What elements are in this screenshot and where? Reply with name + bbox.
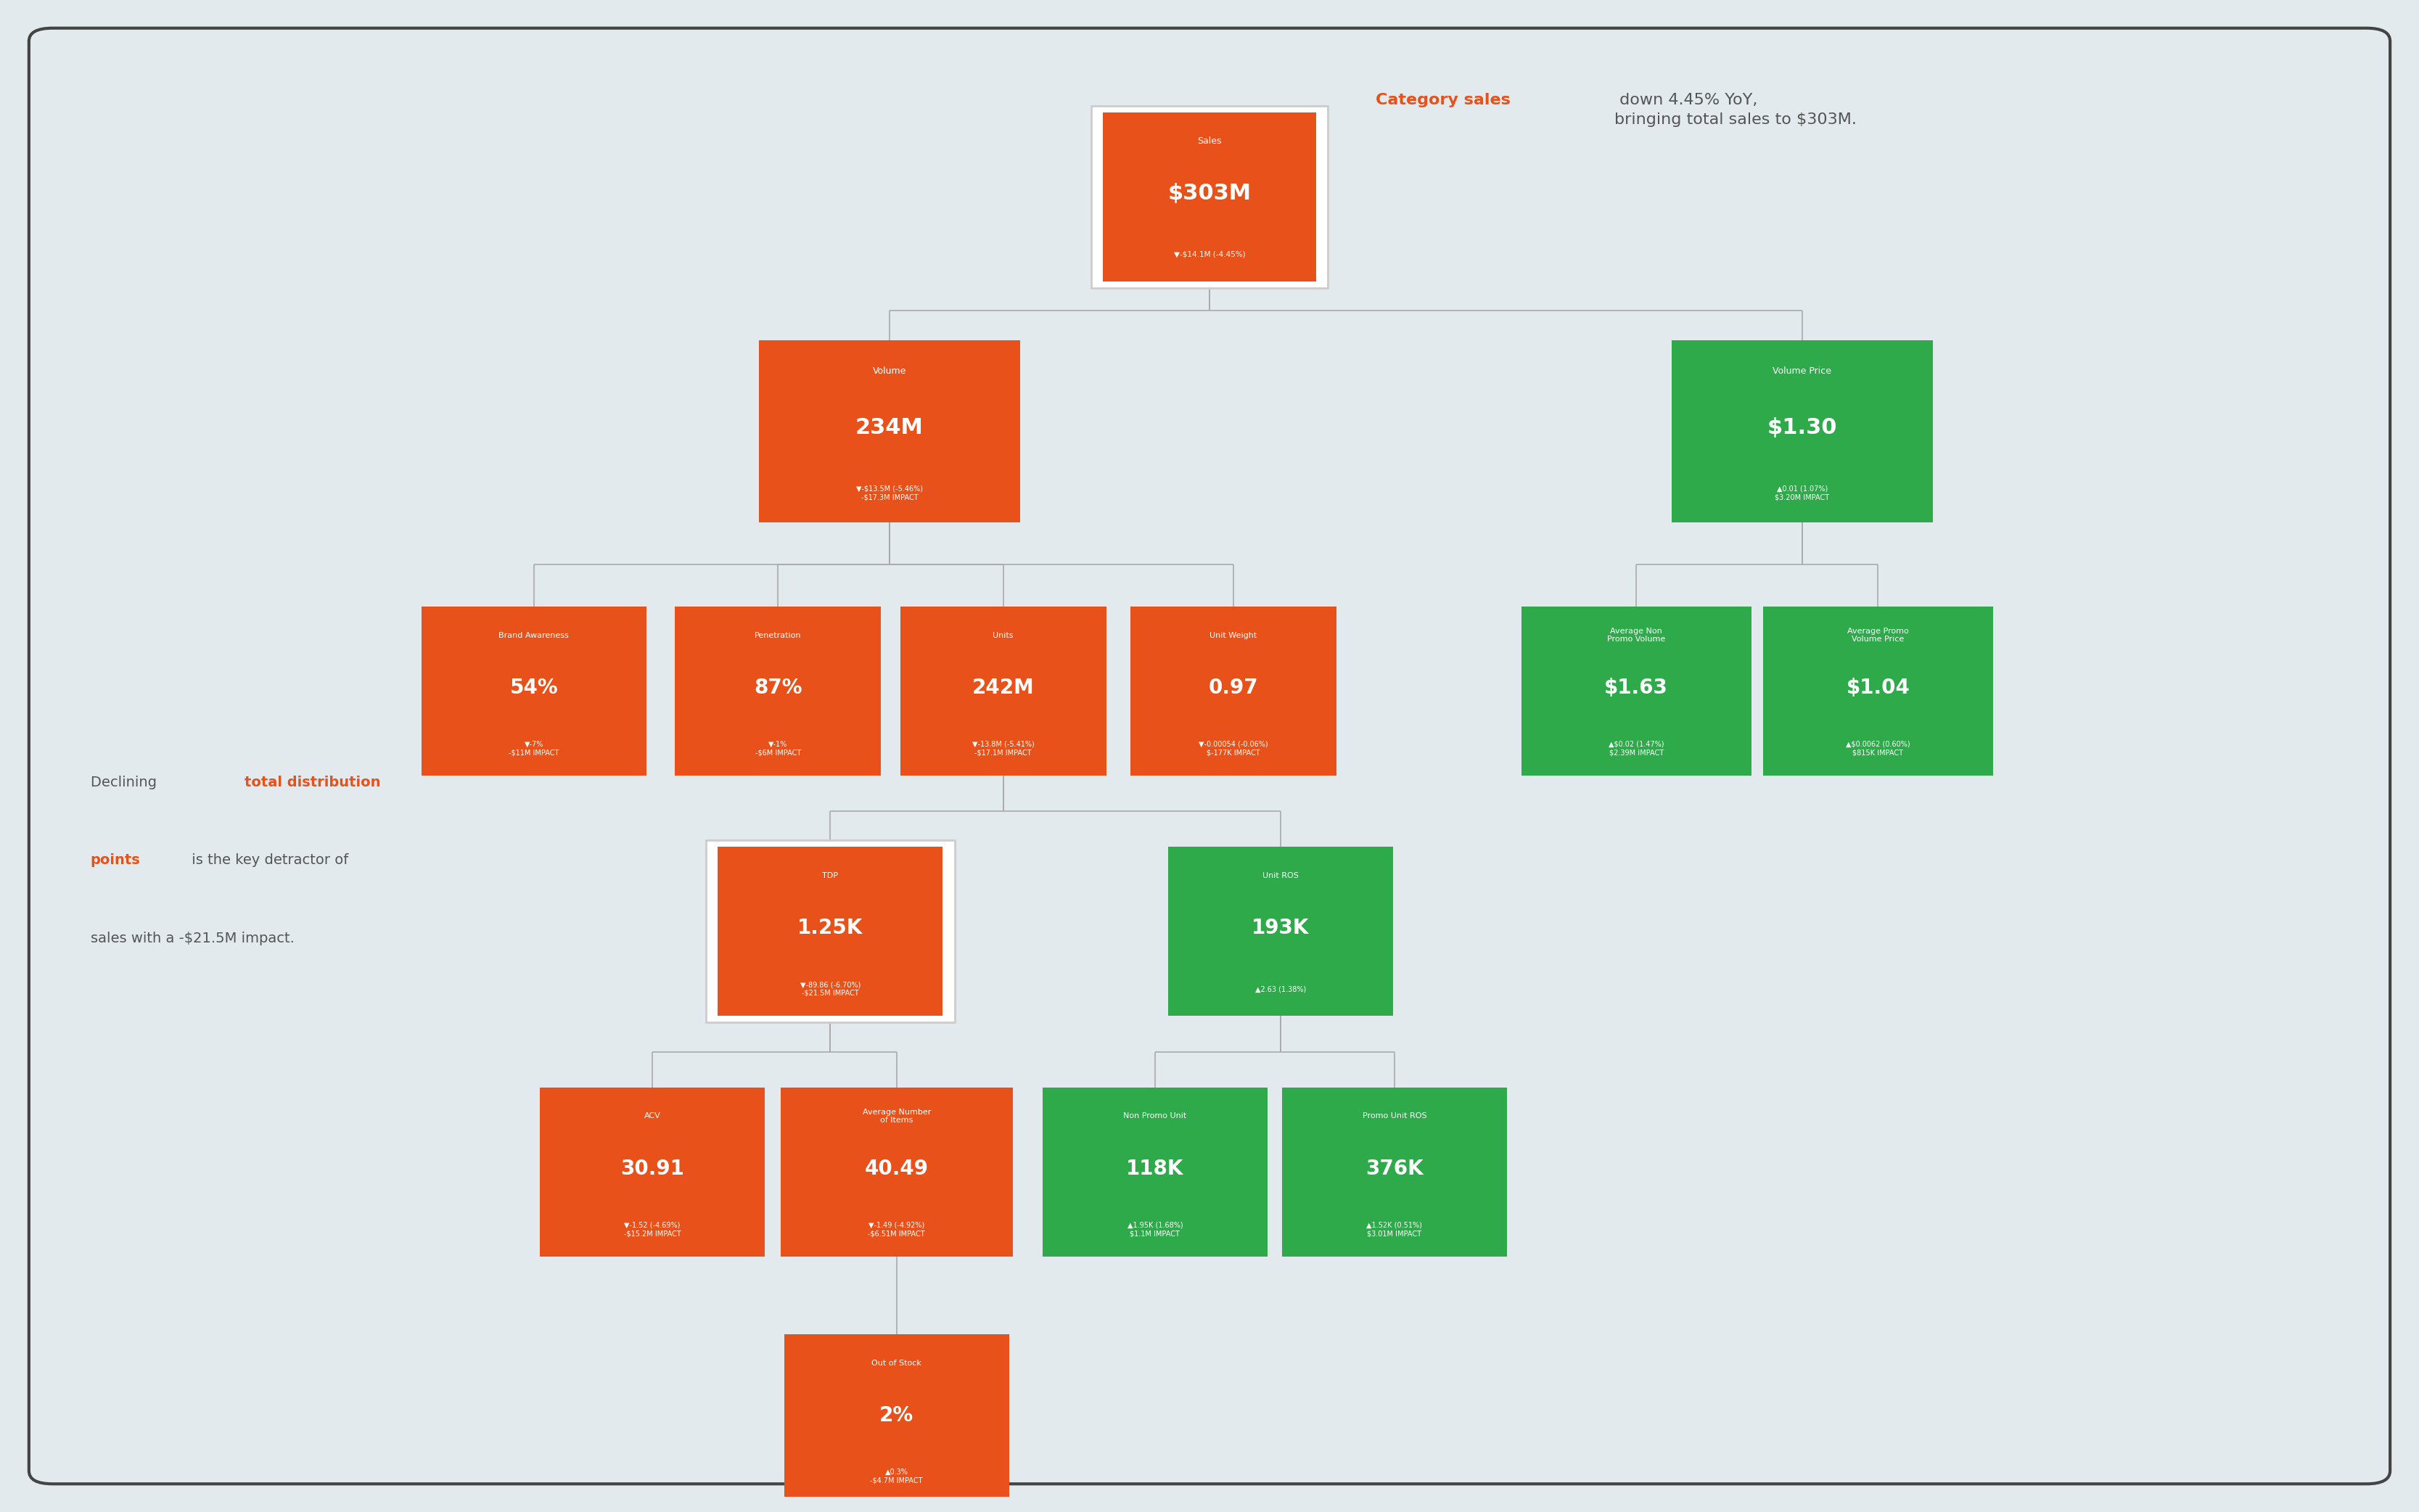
Text: Average Number
of Items: Average Number of Items bbox=[861, 1108, 931, 1123]
Text: ▼-13.8M (-5.41%)
-$17.1M IMPACT: ▼-13.8M (-5.41%) -$17.1M IMPACT bbox=[972, 741, 1035, 756]
Text: 193K: 193K bbox=[1251, 918, 1309, 939]
Text: Average Promo
Volume Price: Average Promo Volume Price bbox=[1848, 627, 1909, 643]
Text: ▼-$14.1M (-4.45%): ▼-$14.1M (-4.45%) bbox=[1173, 251, 1246, 259]
FancyBboxPatch shape bbox=[1130, 606, 1335, 776]
Text: TDP: TDP bbox=[822, 872, 837, 880]
Text: ▼-0.00054 (-0.06%)
$-177K IMPACT: ▼-0.00054 (-0.06%) $-177K IMPACT bbox=[1197, 741, 1268, 756]
Text: is the key detractor of: is the key detractor of bbox=[186, 853, 348, 868]
FancyBboxPatch shape bbox=[421, 606, 646, 776]
Text: ▼-1.52 (-4.69%)
-$15.2M IMPACT: ▼-1.52 (-4.69%) -$15.2M IMPACT bbox=[624, 1222, 682, 1237]
Text: ▲2.63 (1.38%): ▲2.63 (1.38%) bbox=[1255, 986, 1306, 992]
Text: Volume: Volume bbox=[873, 366, 907, 375]
Text: 54%: 54% bbox=[510, 677, 559, 699]
Text: Non Promo Unit: Non Promo Unit bbox=[1122, 1113, 1188, 1120]
FancyBboxPatch shape bbox=[1672, 340, 1933, 522]
Text: $1.63: $1.63 bbox=[1604, 677, 1669, 699]
Text: Sales: Sales bbox=[1197, 136, 1222, 147]
FancyBboxPatch shape bbox=[1763, 606, 1993, 776]
Text: total distribution: total distribution bbox=[244, 776, 380, 789]
Text: ▼-1.49 (-4.92%)
-$6.51M IMPACT: ▼-1.49 (-4.92%) -$6.51M IMPACT bbox=[868, 1222, 924, 1237]
FancyBboxPatch shape bbox=[539, 1087, 764, 1256]
Text: sales with a -$21.5M impact.: sales with a -$21.5M impact. bbox=[90, 931, 295, 945]
Text: $1.04: $1.04 bbox=[1846, 677, 1911, 699]
FancyBboxPatch shape bbox=[1168, 847, 1393, 1016]
Text: ACV: ACV bbox=[643, 1113, 660, 1120]
FancyBboxPatch shape bbox=[1522, 606, 1751, 776]
Text: Brand Awareness: Brand Awareness bbox=[498, 632, 568, 640]
Text: Unit ROS: Unit ROS bbox=[1263, 872, 1299, 880]
Text: Volume Price: Volume Price bbox=[1773, 366, 1831, 375]
Text: ▲0.01 (1.07%)
$3.20M IMPACT: ▲0.01 (1.07%) $3.20M IMPACT bbox=[1776, 485, 1829, 500]
Text: $1.30: $1.30 bbox=[1768, 417, 1836, 438]
Text: Promo Unit ROS: Promo Unit ROS bbox=[1362, 1113, 1427, 1120]
Text: 242M: 242M bbox=[972, 677, 1035, 699]
Text: 376K: 376K bbox=[1364, 1158, 1422, 1179]
Text: 87%: 87% bbox=[755, 677, 803, 699]
Text: Declining: Declining bbox=[90, 776, 162, 789]
FancyBboxPatch shape bbox=[1043, 1087, 1268, 1256]
Text: ▲1.52K (0.51%)
$3.01M IMPACT: ▲1.52K (0.51%) $3.01M IMPACT bbox=[1367, 1222, 1422, 1237]
FancyBboxPatch shape bbox=[1282, 1087, 1507, 1256]
Text: $303M: $303M bbox=[1168, 183, 1251, 204]
Text: 2%: 2% bbox=[881, 1405, 914, 1426]
Text: ▲$0.02 (1.47%)
$2.39M IMPACT: ▲$0.02 (1.47%) $2.39M IMPACT bbox=[1609, 741, 1664, 756]
FancyBboxPatch shape bbox=[675, 606, 881, 776]
Text: ▲0.3%
-$4.7M IMPACT: ▲0.3% -$4.7M IMPACT bbox=[871, 1468, 924, 1485]
FancyBboxPatch shape bbox=[781, 1087, 1014, 1256]
FancyBboxPatch shape bbox=[1091, 106, 1328, 289]
Text: ▼-7%
-$11M IMPACT: ▼-7% -$11M IMPACT bbox=[508, 741, 559, 756]
Text: 1.25K: 1.25K bbox=[798, 918, 864, 939]
FancyBboxPatch shape bbox=[706, 841, 956, 1022]
Text: Category sales: Category sales bbox=[1376, 94, 1509, 107]
Text: Average Non
Promo Volume: Average Non Promo Volume bbox=[1606, 627, 1664, 643]
Text: ▼-1%
-$6M IMPACT: ▼-1% -$6M IMPACT bbox=[755, 741, 801, 756]
Text: Units: Units bbox=[992, 632, 1014, 640]
Text: ▼-89.86 (-6.70%)
-$21.5M IMPACT: ▼-89.86 (-6.70%) -$21.5M IMPACT bbox=[801, 981, 861, 996]
Text: 118K: 118K bbox=[1127, 1158, 1183, 1179]
Text: 40.49: 40.49 bbox=[864, 1158, 929, 1179]
Text: Penetration: Penetration bbox=[755, 632, 801, 640]
Text: ▼-$13.5M (-5.46%)
-$17.3M IMPACT: ▼-$13.5M (-5.46%) -$17.3M IMPACT bbox=[856, 485, 922, 500]
Text: ▲$0.0062 (0.60%)
$815K IMPACT: ▲$0.0062 (0.60%) $815K IMPACT bbox=[1846, 741, 1911, 756]
FancyBboxPatch shape bbox=[784, 1335, 1009, 1503]
Text: down 4.45% YoY,
bringing total sales to $303M.: down 4.45% YoY, bringing total sales to … bbox=[1613, 94, 1858, 127]
Text: 30.91: 30.91 bbox=[622, 1158, 685, 1179]
FancyBboxPatch shape bbox=[1103, 112, 1316, 281]
Text: ▲1.95K (1.68%)
$1.1M IMPACT: ▲1.95K (1.68%) $1.1M IMPACT bbox=[1127, 1222, 1183, 1237]
FancyBboxPatch shape bbox=[760, 340, 1021, 522]
Text: points: points bbox=[90, 853, 140, 868]
Text: Unit Weight: Unit Weight bbox=[1210, 632, 1258, 640]
FancyBboxPatch shape bbox=[718, 847, 943, 1016]
FancyBboxPatch shape bbox=[900, 606, 1105, 776]
Text: Out of Stock: Out of Stock bbox=[871, 1359, 922, 1367]
Text: 0.97: 0.97 bbox=[1210, 677, 1258, 699]
Text: 234M: 234M bbox=[856, 417, 924, 438]
